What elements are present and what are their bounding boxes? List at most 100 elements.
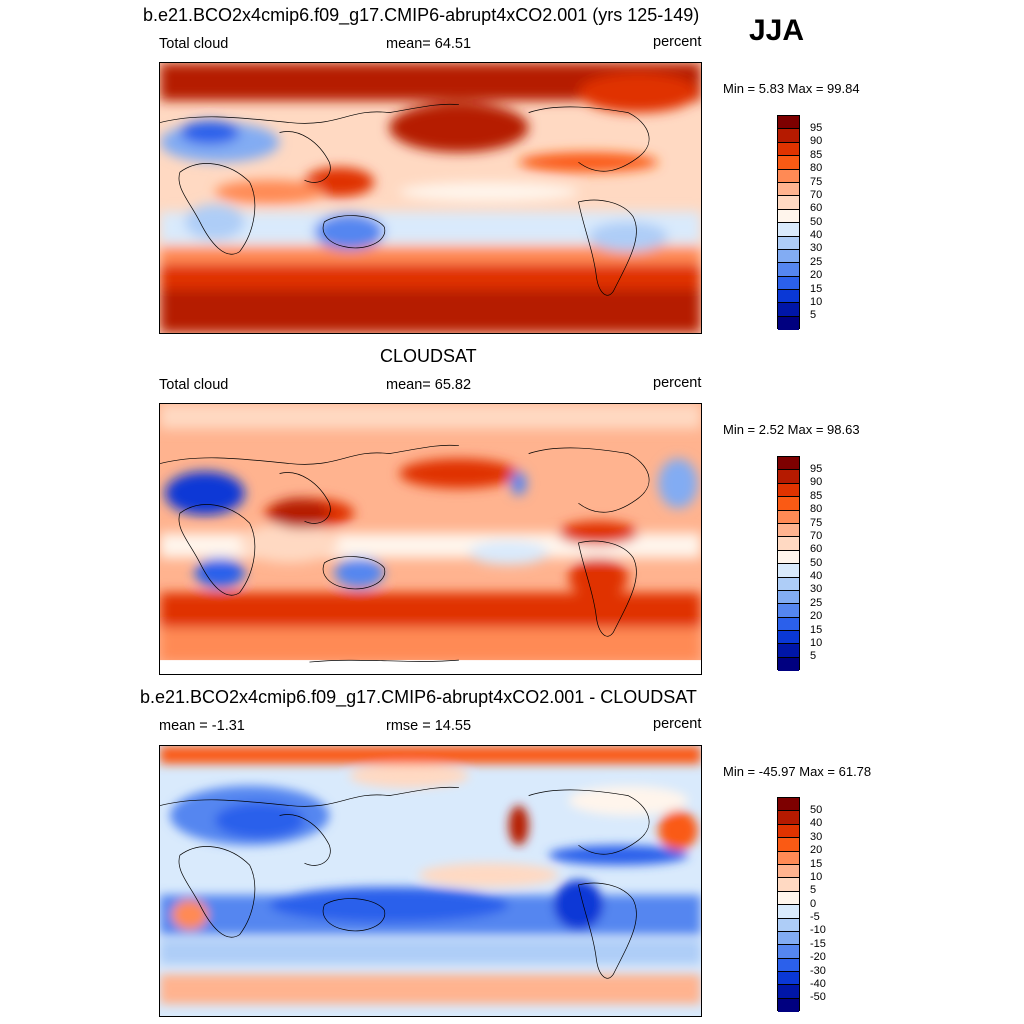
- colorbar-swatch: [778, 523, 799, 538]
- colorbar-swatch: [778, 276, 799, 291]
- panel-1-variable-label: Total cloud: [159, 36, 229, 52]
- colorbar-swatch: [778, 905, 799, 919]
- colorbar-swatch: [778, 537, 799, 551]
- colorbar-tick-label: 70: [810, 530, 823, 542]
- colorbar-swatch: [778, 878, 799, 892]
- colorbar-tick-label: 25: [810, 256, 823, 268]
- colorbar-swatch: [778, 236, 799, 250]
- colorbar-swatch: [778, 169, 799, 183]
- colorbar-swatch: [778, 196, 799, 210]
- colorbar-tick-label: 85: [810, 490, 823, 502]
- season-label: JJA: [749, 14, 805, 47]
- panel-3-map: [159, 745, 702, 1017]
- colorbar-tick-label: 40: [810, 817, 823, 829]
- colorbar-swatch: [778, 497, 799, 511]
- colorbar-swatch: [778, 824, 799, 839]
- colorbar-swatch: [778, 811, 799, 825]
- colorbar-tick-label: -10: [810, 924, 826, 936]
- colorbar-tick-label: 10: [810, 871, 823, 883]
- colorbar-swatch: [778, 958, 799, 973]
- colorbar-swatch: [778, 657, 799, 672]
- panel-1-mean-label: mean= 64.51: [386, 36, 472, 52]
- colorbar-swatch: [778, 483, 799, 498]
- colorbar-tick-label: 20: [810, 844, 823, 856]
- colorbar-swatch: [778, 998, 799, 1013]
- colorbar-tick-label: 50: [810, 804, 823, 816]
- colorbar-tick-label: 0: [810, 898, 817, 910]
- panel-2-map: [159, 403, 702, 675]
- panel-1-map: [159, 62, 702, 334]
- colorbar-swatch: [778, 263, 799, 277]
- colorbar-swatch: [778, 931, 799, 946]
- panel-3-contour-field: [160, 746, 701, 1016]
- colorbar-swatch: [778, 798, 799, 812]
- panel-2-colorbar: [777, 456, 800, 672]
- colorbar-swatch: [778, 223, 799, 237]
- panel-3-rmse-label: rmse = 14.55: [386, 718, 472, 734]
- colorbar-tick-label: -20: [810, 951, 826, 963]
- panel-3-colorbar: [777, 797, 800, 1013]
- colorbar-tick-label: 10: [810, 296, 823, 308]
- colorbar-tick-label: 80: [810, 162, 823, 174]
- colorbar-swatch: [778, 945, 799, 959]
- colorbar-tick-label: 30: [810, 583, 823, 595]
- panel-2-contour-field: [160, 404, 701, 674]
- colorbar-swatch: [778, 290, 799, 304]
- panel-3-minmax-label: Min = -45.97 Max = 61.78: [723, 764, 872, 779]
- colorbar-tick-label: 15: [810, 624, 823, 636]
- colorbar-tick-label: 10: [810, 637, 823, 649]
- colorbar-swatch: [778, 918, 799, 932]
- colorbar-tick-label: -15: [810, 938, 826, 950]
- colorbar-swatch: [778, 631, 799, 645]
- colorbar-swatch: [778, 972, 799, 986]
- colorbar-swatch: [778, 864, 799, 879]
- panel-1-coastlines: [160, 103, 650, 296]
- colorbar-tick-label: 15: [810, 858, 823, 870]
- colorbar-tick-label: 95: [810, 463, 823, 475]
- panel-2-coastlines: [160, 444, 650, 663]
- panel-1-title: b.e21.BCO2x4cmip6.f09_g17.CMIP6-abrupt4x…: [143, 5, 700, 25]
- colorbar-swatch: [778, 891, 799, 906]
- colorbar-tick-label: 40: [810, 229, 823, 241]
- colorbar-swatch: [778, 116, 799, 130]
- colorbar-tick-label: 60: [810, 543, 823, 555]
- panel-1-minmax-label: Min = 5.83 Max = 99.84: [723, 81, 860, 96]
- colorbar-tick-label: 75: [810, 517, 823, 529]
- colorbar-swatch: [778, 838, 799, 852]
- colorbar-tick-label: -50: [810, 991, 826, 1003]
- colorbar-tick-label: 30: [810, 242, 823, 254]
- colorbar-swatch: [778, 316, 799, 331]
- panel-1-colorbar: [777, 115, 800, 331]
- colorbar-swatch: [778, 182, 799, 197]
- colorbar-swatch: [778, 457, 799, 471]
- colorbar-tick-label: 90: [810, 476, 823, 488]
- colorbar-tick-label: 60: [810, 202, 823, 214]
- colorbar-swatch: [778, 209, 799, 224]
- panel-2-mean-label: mean= 65.82: [386, 377, 472, 393]
- colorbar-swatch: [778, 550, 799, 565]
- colorbar-tick-label: 30: [810, 831, 823, 843]
- colorbar-tick-label: 25: [810, 597, 823, 609]
- colorbar-swatch: [778, 156, 799, 170]
- colorbar-tick-label: 80: [810, 503, 823, 515]
- colorbar-swatch: [778, 617, 799, 632]
- colorbar-tick-label: 5: [810, 650, 817, 662]
- colorbar-swatch: [778, 142, 799, 157]
- colorbar-tick-label: 95: [810, 122, 823, 134]
- colorbar-swatch: [778, 851, 799, 865]
- colorbar-swatch: [778, 129, 799, 143]
- colorbar-tick-label: -5: [810, 911, 820, 923]
- colorbar-swatch: [778, 510, 799, 524]
- colorbar-swatch: [778, 564, 799, 578]
- colorbar-swatch: [778, 470, 799, 484]
- colorbar-tick-label: 40: [810, 570, 823, 582]
- colorbar-tick-label: 15: [810, 283, 823, 295]
- colorbar-swatch: [778, 577, 799, 591]
- colorbar-tick-label: -40: [810, 978, 826, 990]
- colorbar-tick-label: 50: [810, 216, 823, 228]
- panel-1-units-label: percent: [653, 34, 702, 50]
- colorbar-tick-label: 85: [810, 149, 823, 161]
- colorbar-tick-label: 20: [810, 610, 823, 622]
- colorbar-tick-label: -30: [810, 965, 826, 977]
- colorbar-tick-label: 20: [810, 269, 823, 281]
